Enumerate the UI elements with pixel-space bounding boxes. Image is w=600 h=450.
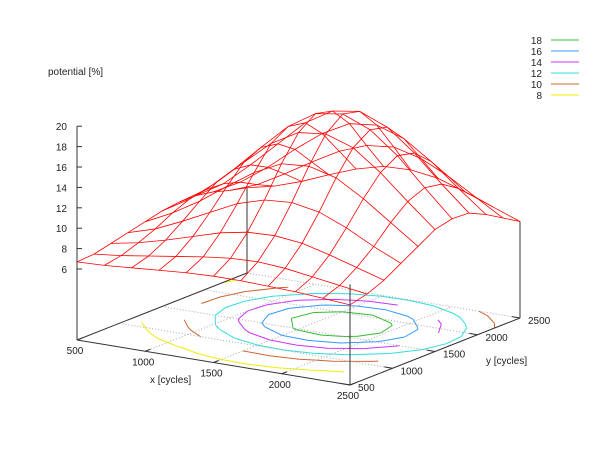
x-tick-label: 2000: [269, 380, 292, 391]
surface-mesh: [76, 110, 521, 306]
y-tick-label: 1500: [443, 350, 466, 361]
x-axis-label: x [cycles]: [150, 375, 191, 386]
z-tick-label: 16: [56, 163, 68, 174]
y-tick: [511, 316, 521, 319]
mesh-line-y: [76, 261, 351, 306]
legend-label-18: 18: [531, 36, 543, 47]
mesh-line-y: [144, 163, 419, 247]
legend-label-8: 8: [536, 91, 542, 102]
grid-line-x: [213, 295, 384, 363]
z-axis-label: potential [%]: [48, 67, 103, 78]
mesh-line-y: [229, 145, 504, 219]
z-tick-label: 20: [56, 122, 68, 133]
mesh-line-x: [267, 126, 439, 287]
x-tick: [349, 382, 356, 386]
x-tick-label: 1500: [200, 369, 223, 380]
x-tick-label: 1000: [132, 357, 155, 368]
mesh-line-y: [93, 253, 368, 295]
z-tick-label: 14: [56, 183, 68, 194]
legend-label-14: 14: [531, 58, 543, 69]
grid-line-x: [145, 283, 316, 352]
y-tick-label: 2500: [528, 316, 551, 327]
mesh-line-x: [158, 143, 330, 271]
base-left-edge: [76, 272, 248, 341]
x-tick: [213, 360, 219, 363]
x-tick: [145, 348, 151, 352]
grid-line-x: [281, 306, 452, 375]
grid-line-y: [204, 289, 478, 336]
z-tick-label: 12: [56, 204, 68, 215]
mesh-line-x: [76, 187, 248, 263]
mesh-line-x: [131, 164, 302, 269]
mesh-line-y: [127, 199, 402, 264]
y-tick: [384, 366, 393, 369]
y-tick: [341, 383, 351, 386]
back-edge: [246, 272, 521, 319]
contour-12: [214, 293, 467, 356]
mesh-line-x: [349, 212, 521, 306]
mesh-line-x: [295, 152, 466, 293]
z-tick-label: 10: [56, 224, 68, 235]
mesh-line-x: [213, 110, 384, 277]
mesh-line-x: [185, 122, 357, 274]
base-contours: [141, 280, 495, 373]
axes: 5001000150020002500500100015002000250068…: [56, 122, 551, 402]
x-tick-label: 500: [67, 346, 84, 357]
y-tick-label: 1000: [401, 366, 424, 377]
y-tick: [469, 332, 478, 336]
grid-line-y: [161, 306, 436, 352]
contour-10: [183, 286, 495, 362]
z-tick-label: 18: [56, 143, 68, 154]
y-tick-label: 2000: [486, 333, 509, 344]
legend-label-16: 16: [531, 47, 543, 58]
legend-label-12: 12: [531, 69, 543, 80]
contour-18: [290, 311, 393, 337]
legend-label-10: 10: [531, 80, 543, 91]
mesh-line-x: [104, 181, 275, 266]
base-grid: [119, 272, 521, 386]
y-tick: [426, 349, 436, 352]
contour-16: [261, 304, 419, 344]
y-tick-label: 500: [358, 383, 375, 394]
y-axis-label: y [cycles]: [486, 356, 527, 367]
x-tick-label: 2500: [337, 391, 360, 402]
z-tick-label: 8: [61, 245, 67, 256]
mesh-line-y: [246, 165, 521, 222]
mesh-line-y: [212, 123, 487, 215]
mesh-line-x: [240, 110, 412, 281]
mesh-line-x: [322, 183, 493, 299]
x-tick: [281, 371, 288, 375]
contour-14: [237, 298, 442, 350]
x-tick: [76, 337, 83, 341]
z-tick-label: 6: [61, 265, 67, 276]
